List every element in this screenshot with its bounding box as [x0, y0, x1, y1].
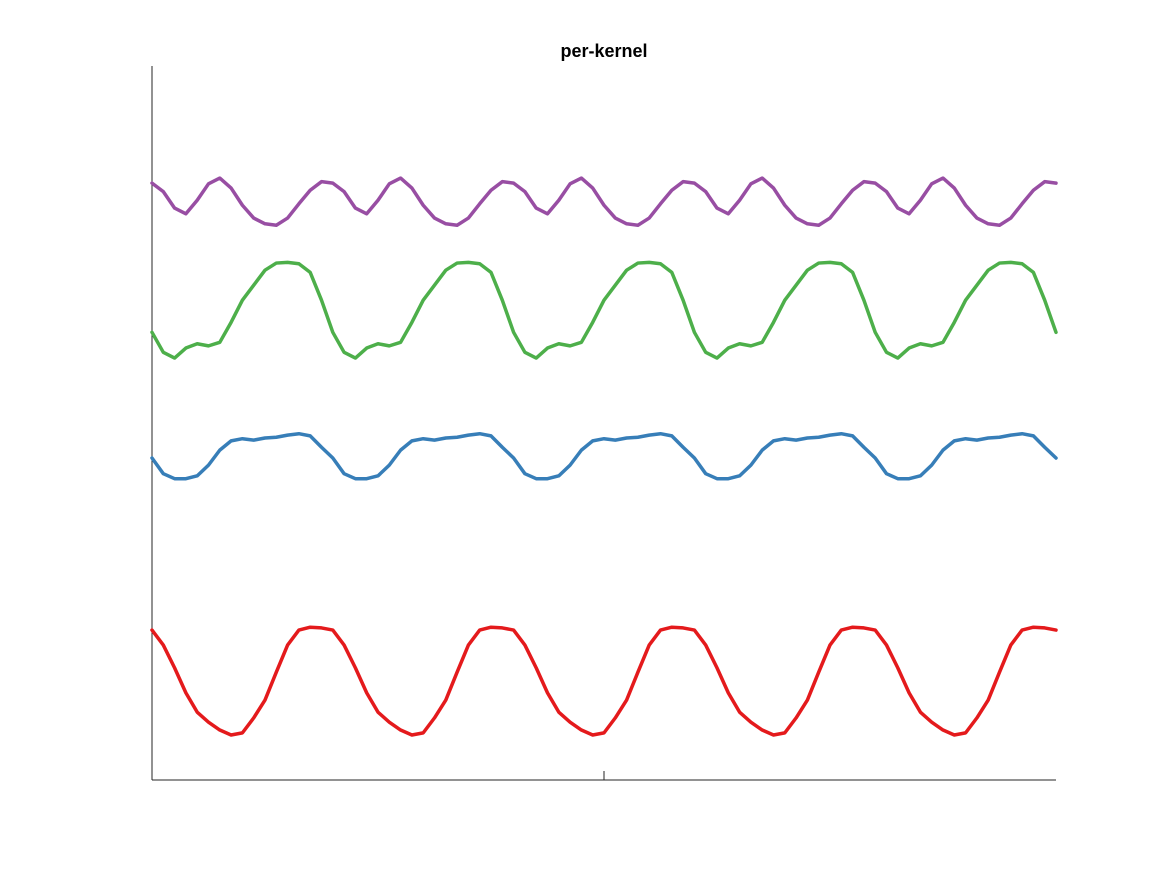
series-line: [150, 431, 1058, 481]
series-line: [150, 625, 1058, 737]
series-line: [150, 260, 1058, 360]
chart-title: per-kernel: [560, 41, 647, 61]
series-line: [150, 176, 1058, 227]
